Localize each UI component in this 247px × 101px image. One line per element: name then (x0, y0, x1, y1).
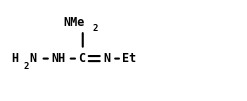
Text: N: N (30, 52, 37, 65)
Text: 2: 2 (93, 24, 98, 33)
Text: N: N (103, 52, 110, 65)
Text: C: C (78, 52, 85, 65)
Text: NMe: NMe (63, 16, 84, 29)
Text: H: H (11, 52, 18, 65)
Text: NH: NH (51, 52, 65, 65)
Text: 2: 2 (23, 62, 29, 71)
Text: Et: Et (122, 52, 137, 65)
